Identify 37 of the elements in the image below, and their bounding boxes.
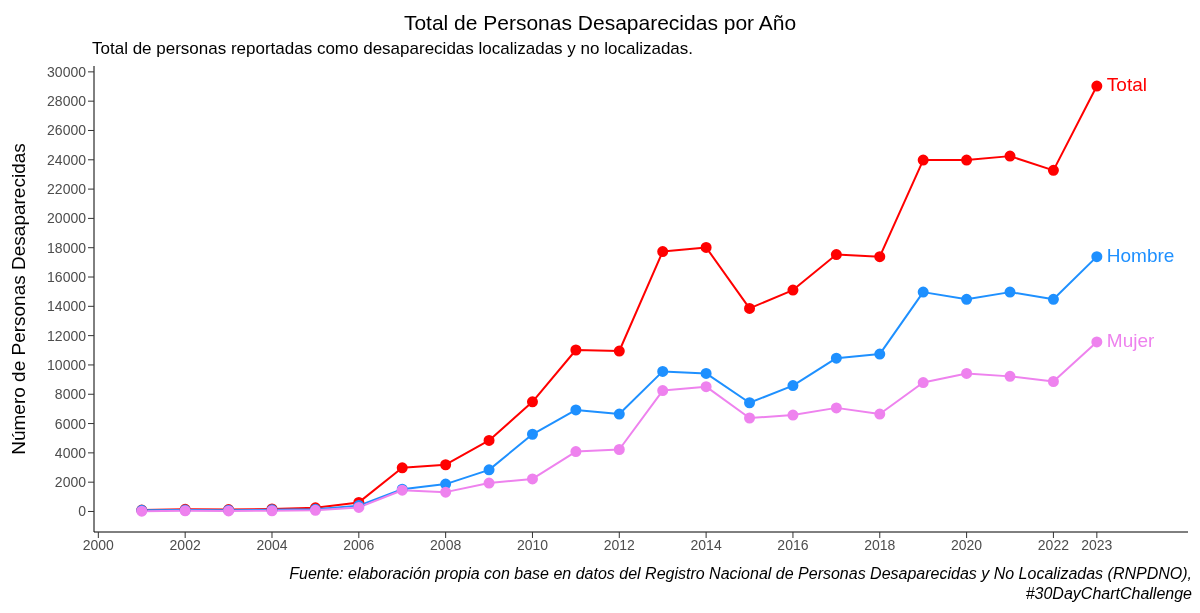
y-tick-label: 20000	[47, 210, 87, 227]
y-tick-label: 6000	[54, 415, 87, 432]
y-tick-label: 12000	[47, 327, 87, 344]
x-tick-label: 2014	[690, 536, 722, 553]
y-tick-label: 18000	[47, 239, 87, 256]
x-tick-label: 2023	[1081, 536, 1113, 553]
x-tick-label: 2020	[951, 536, 983, 553]
text: #30DayChartChallenge	[1024, 584, 1192, 604]
y-tick-label: 16000	[47, 268, 87, 285]
series-label: Mujer	[1106, 329, 1156, 351]
x-tick-label: 2002	[169, 536, 201, 553]
y-tick-label: 4000	[54, 444, 87, 461]
source-note: Fuente: elaboración propia con base en datos del Registro Nacional de Personas Desaparecidas y No Localizadas (RNPDNO),	[288, 564, 1192, 584]
x-tick-label: 2000	[82, 536, 115, 553]
y-tick-label: 8000	[54, 386, 87, 403]
y-tick-label: 24000	[47, 151, 87, 168]
y-tick-label: 14000	[47, 298, 87, 315]
y-tick-label: 26000	[47, 122, 87, 139]
y-tick-label: 0	[78, 503, 87, 520]
x-tick-label: 2022	[1037, 536, 1070, 553]
x-tick-label: 2006	[343, 536, 375, 553]
x-tick-label: 2018	[864, 536, 896, 553]
x-tick-label: 2008	[430, 536, 462, 553]
x-tick-label: 2010	[516, 536, 549, 553]
y-tick-label: 2000	[54, 474, 87, 491]
y-tick-label: 30000	[47, 63, 87, 80]
chart-subtitle: Total de personas reportadas como desaparecidas localizadas y no localizadas.	[91, 38, 695, 60]
y-tick-label: 10000	[47, 356, 87, 373]
y-tick-label: 22000	[47, 181, 87, 198]
x-tick-label: 2016	[777, 536, 809, 553]
chart-title: Total de Personas Desaparecidas por Año	[402, 10, 798, 36]
series-label: Total	[1106, 74, 1147, 96]
x-tick-label: 2012	[603, 536, 636, 553]
y-tick-label: 28000	[47, 93, 87, 110]
series-label: Hombre	[1106, 244, 1175, 266]
y-axis-title: Número de Personas Desaparecidas	[7, 143, 29, 455]
x-tick-label: 2004	[256, 536, 288, 553]
